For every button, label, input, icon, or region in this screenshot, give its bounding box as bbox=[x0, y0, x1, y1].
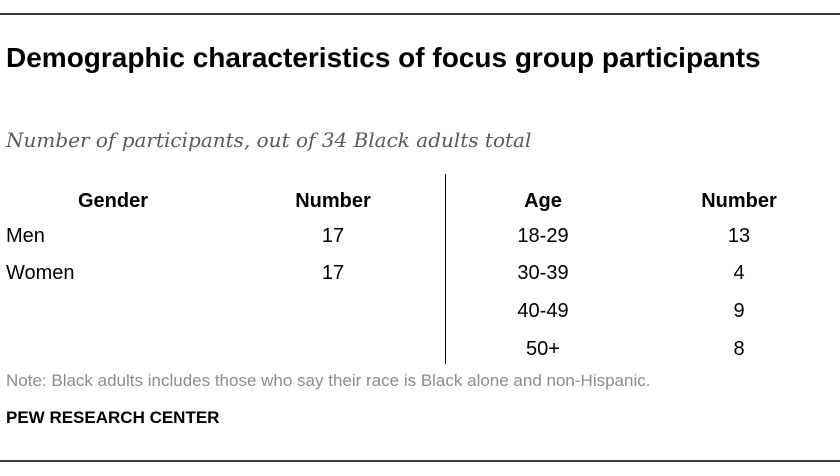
bottom-rule bbox=[0, 460, 840, 462]
age-column-header: Age bbox=[524, 190, 562, 212]
source-credit: PEW RESEARCH CENTER bbox=[6, 408, 220, 427]
age-count: 4 bbox=[733, 262, 745, 284]
top-rule bbox=[0, 13, 840, 15]
age-label: 50+ bbox=[526, 338, 560, 360]
age-label: 30-39 bbox=[517, 262, 569, 284]
age-number-column-header: Number bbox=[701, 190, 777, 212]
age-count: 9 bbox=[733, 300, 745, 322]
age-label: 18-29 bbox=[517, 225, 569, 247]
gender-count: 17 bbox=[321, 225, 345, 247]
footnote: Note: Black adults includes those who sa… bbox=[6, 371, 651, 390]
gender-column-header: Gender bbox=[77, 190, 149, 212]
gender-count: 17 bbox=[321, 262, 345, 284]
gender-label: Men bbox=[6, 225, 45, 247]
age-label: 40-49 bbox=[517, 300, 569, 322]
gender-number-column-header: Number bbox=[295, 190, 371, 212]
age-count: 8 bbox=[733, 338, 745, 360]
column-divider bbox=[445, 174, 446, 364]
age-count: 13 bbox=[727, 225, 751, 247]
chart-subtitle: Number of participants, out of 34 Black … bbox=[6, 128, 532, 152]
chart-title: Demographic characteristics of focus gro… bbox=[6, 42, 761, 73]
gender-label: Women bbox=[6, 262, 75, 284]
